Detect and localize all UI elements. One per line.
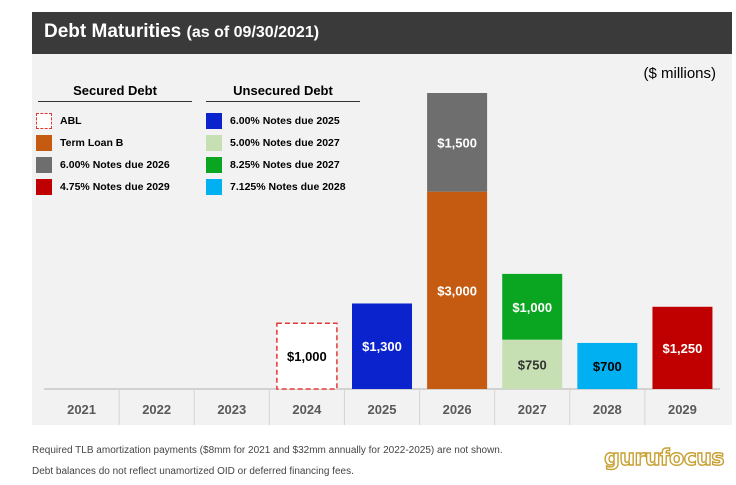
bar-segment — [276, 322, 338, 390]
bar-segment — [427, 191, 488, 389]
legend-secured-item-0: ABL — [36, 113, 82, 129]
legend-secured-item-swatch — [36, 113, 52, 129]
legend-unsecured-item-label: 7.125% Notes due 2028 — [230, 181, 346, 193]
x-tick-label: 2025 — [368, 402, 397, 417]
legend-unsecured-item-label: 5.00% Notes due 2027 — [230, 137, 340, 149]
legend-secured-item-label: ABL — [60, 115, 82, 127]
legend-unsecured-item-swatch — [206, 113, 222, 129]
legend-secured-item-swatch — [36, 157, 52, 173]
bar-data-label: $750 — [518, 357, 547, 372]
legend-unsecured-item-1: 5.00% Notes due 2027 — [206, 135, 340, 151]
chart-header: Debt Maturities (as of 09/30/2021) — [32, 12, 732, 54]
bar-data-label: $3,000 — [437, 283, 477, 298]
legend-unsecured-item-2: 8.25% Notes due 2027 — [206, 157, 340, 173]
legend-unsecured-title: Unsecured Debt — [206, 83, 360, 102]
legend-secured-item-swatch — [36, 135, 52, 151]
bar-data-label: $700 — [593, 359, 622, 374]
x-tick-label: 2022 — [142, 402, 171, 417]
footnote-2: Debt balances do not reflect unamortized… — [32, 466, 354, 477]
bar-data-label: $1,300 — [362, 339, 402, 354]
legend-secured-item-label: 6.00% Notes due 2026 — [60, 159, 170, 171]
legend-secured-item-label: Term Loan B — [60, 137, 124, 149]
x-tick-label: 2023 — [217, 402, 246, 417]
legend-secured-item-1: Term Loan B — [36, 135, 123, 151]
x-tick-label: 2026 — [443, 402, 472, 417]
bar-segment — [502, 273, 563, 340]
legend-unsecured-item-swatch — [206, 157, 222, 173]
legend-secured-item-label: 4.75% Notes due 2029 — [60, 181, 170, 193]
bar-data-label: $1,500 — [437, 135, 477, 150]
unit-label: ($ millions) — [643, 65, 716, 82]
legend-unsecured-item-swatch — [206, 135, 222, 151]
bar-segment — [652, 306, 713, 389]
legend-unsecured-item-3: 7.125% Notes due 2028 — [206, 179, 346, 195]
title-date: (as of 09/30/2021) — [186, 24, 320, 41]
legend-unsecured-item-label: 6.00% Notes due 2025 — [230, 115, 340, 127]
legend-secured-title: Secured Debt — [38, 83, 192, 102]
legend-secured-item-swatch — [36, 179, 52, 195]
legend-unsecured-item-swatch — [206, 179, 222, 195]
bar-segment — [352, 303, 412, 389]
legend-unsecured-item-label: 8.25% Notes due 2027 — [230, 159, 340, 171]
x-tick-label: 2024 — [292, 402, 322, 417]
bar-data-label: $1,000 — [512, 300, 552, 315]
title-text: Debt Maturities — [44, 21, 182, 42]
x-tick-label: 2021 — [67, 402, 96, 417]
chart-title: Debt Maturities (as of 09/30/2021) — [44, 21, 319, 43]
bar-data-label: $1,000 — [287, 349, 327, 364]
gurufocus-logo: gurufocus — [603, 445, 725, 471]
debt-maturities-chart: 2021 2022 2023 2024 2025 2026 2027 2028 2029 $1,0… — [44, 93, 720, 425]
bar-data-label: $1,250 — [663, 341, 703, 356]
bar-segment — [427, 93, 488, 192]
bar-segment — [502, 339, 563, 389]
x-tick-label: 2027 — [518, 402, 547, 417]
footnote-1: Required TLB amortization payments ($8mm… — [32, 445, 503, 456]
legend-secured-item-2: 6.00% Notes due 2026 — [36, 157, 170, 173]
bar-segment — [577, 342, 638, 389]
legend-secured-item-3: 4.75% Notes due 2029 — [36, 179, 170, 195]
x-tick-label: 2029 — [668, 402, 697, 417]
chart-panel: Debt Maturities (as of 09/30/2021) ($ mi… — [32, 12, 732, 425]
legend-unsecured-item-0: 6.00% Notes due 2025 — [206, 113, 340, 129]
x-tick-label: 2028 — [593, 402, 622, 417]
